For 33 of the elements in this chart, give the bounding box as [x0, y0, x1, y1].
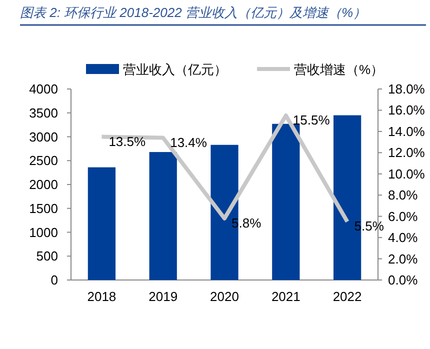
y2-tick-label: 4.0% [388, 230, 418, 246]
legend-label: 营收增速（%） [294, 62, 384, 77]
x-tick-label: 2020 [210, 289, 239, 304]
y-tick-label: 2500 [29, 153, 58, 168]
y2-tick-label: 10.0% [388, 166, 426, 182]
y-tick-label: 2000 [29, 177, 58, 192]
legend-label: 营业收入（亿元） [123, 62, 227, 77]
bar [88, 167, 116, 280]
y-tick-label: 3000 [29, 129, 58, 144]
data-label: 15.5% [292, 112, 330, 128]
bar [149, 152, 177, 280]
x-tick-label: 2019 [148, 289, 178, 304]
y2-tick-label: 14.0% [388, 124, 426, 139]
y2-tick-label: 12.0% [388, 145, 426, 160]
x-tick-label: 2021 [271, 289, 300, 304]
y-tick-label: 4000 [29, 82, 58, 96]
y-tick-label: 0 [50, 272, 58, 288]
y2-tick-label: 16.0% [388, 102, 426, 118]
y-tick-label: 3500 [29, 105, 58, 120]
data-label: 13.5% [108, 134, 146, 149]
y-tick-label: 500 [36, 248, 58, 264]
chart-title: 图表 2: 环保行业 2018-2022 营业收入（亿元）及增速（%） [20, 5, 366, 20]
y2-tick-label: 6.0% [388, 208, 418, 224]
y2-tick-label: 8.0% [388, 188, 418, 203]
y-tick-label: 1500 [29, 200, 58, 216]
y2-tick-label: 0.0% [388, 272, 418, 288]
data-label: 13.4% [170, 134, 208, 150]
bar [272, 124, 300, 280]
y2-tick-label: 2.0% [388, 251, 418, 266]
y-tick-label: 1000 [29, 224, 58, 240]
x-tick-label: 2022 [332, 289, 362, 304]
x-tick-label: 2018 [87, 289, 116, 304]
y2-tick-label: 18.0% [388, 82, 426, 96]
